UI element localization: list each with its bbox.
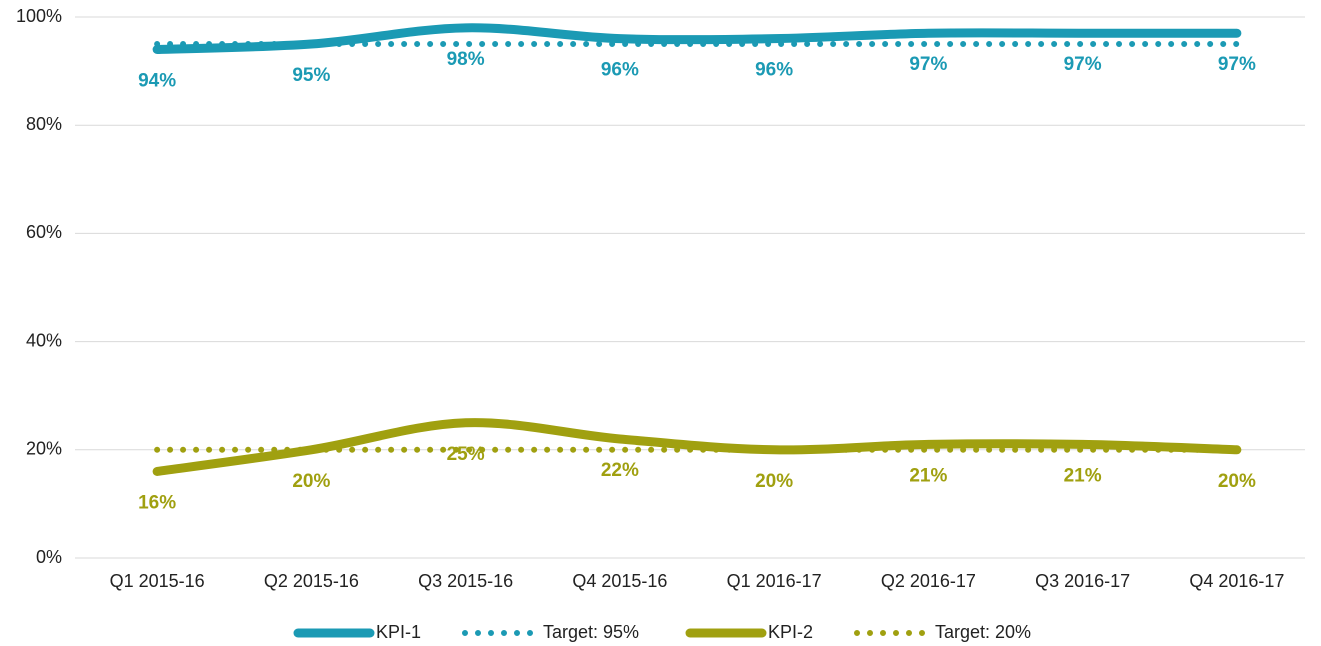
x-tick-label: Q1 2015-16 [110, 571, 205, 591]
data-label: 97% [909, 54, 947, 75]
y-tick-label: 60% [26, 222, 62, 242]
series-line [152, 23, 1242, 54]
data-label: 95% [292, 65, 330, 86]
y-tick-label: 80% [26, 114, 62, 134]
x-tick-label: Q4 2015-16 [572, 571, 667, 591]
series-line [152, 418, 1242, 476]
data-label: 94% [138, 70, 176, 91]
y-tick-label: 40% [26, 330, 62, 350]
data-label: 96% [755, 60, 793, 81]
legend-label: KPI-1 [376, 622, 421, 642]
x-tick-label: Q1 2016-17 [727, 571, 822, 591]
y-tick-label: 0% [36, 547, 62, 567]
x-tick-label: Q3 2015-16 [418, 571, 513, 591]
data-label: 98% [447, 49, 485, 70]
x-tick-label: Q4 2016-17 [1189, 571, 1284, 591]
x-tick-label: Q2 2015-16 [264, 571, 359, 591]
data-label: 16% [138, 492, 176, 513]
data-label: 20% [292, 471, 330, 492]
x-tick-label: Q2 2016-17 [881, 571, 976, 591]
x-tick-label: Q3 2016-17 [1035, 571, 1130, 591]
data-label: 20% [755, 471, 793, 492]
data-label: 97% [1064, 54, 1102, 75]
legend-label: KPI-2 [768, 622, 813, 642]
data-label: 97% [1218, 54, 1256, 75]
legend-label: Target: 20% [935, 622, 1031, 642]
data-label: 20% [1218, 471, 1256, 492]
data-label: 22% [601, 460, 639, 481]
data-label: 25% [447, 444, 485, 465]
y-tick-label: 20% [26, 439, 62, 459]
y-tick-label: 100% [16, 6, 62, 26]
data-label: 21% [909, 465, 947, 486]
data-label: 96% [601, 60, 639, 81]
data-label: 21% [1064, 465, 1102, 486]
legend-label: Target: 95% [543, 622, 639, 642]
